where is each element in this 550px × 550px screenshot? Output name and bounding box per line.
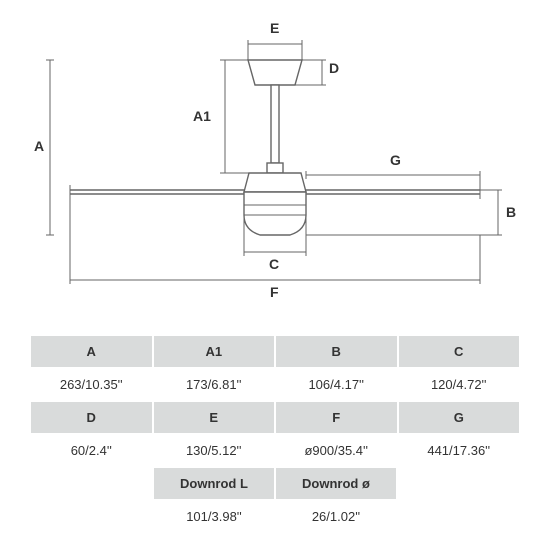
dim-B (306, 190, 502, 235)
col-header: Downrod ø (275, 467, 397, 500)
col-header: B (275, 335, 398, 368)
table-row: D E F G (30, 401, 520, 434)
label-D: D (329, 60, 339, 76)
table-row: A A1 B C (30, 335, 520, 368)
coupling (267, 163, 283, 173)
motor-body (244, 192, 306, 235)
label-B: B (506, 204, 516, 220)
cell-value: 120/4.72'' (398, 368, 521, 401)
cell-value: 441/17.36'' (398, 434, 521, 467)
label-E: E (270, 20, 279, 36)
cell-value: 106/4.17'' (275, 368, 398, 401)
label-A: A (34, 138, 44, 154)
label-C: C (269, 256, 279, 272)
fan-dimension-diagram: E D A1 A G B C F (30, 20, 520, 320)
label-F: F (270, 284, 279, 300)
col-header: A1 (153, 335, 276, 368)
cell-value: 173/6.81'' (153, 368, 276, 401)
downrod (271, 85, 279, 163)
label-A1: A1 (193, 108, 211, 124)
diagram-svg (30, 20, 520, 320)
table-row: 60/2.4'' 130/5.12'' ø900/35.4'' 441/17.3… (30, 434, 520, 467)
cell-value: 263/10.35'' (30, 368, 153, 401)
table-row: Downrod L Downrod ø (30, 467, 520, 500)
cell-value: 60/2.4'' (30, 434, 153, 467)
dim-E (248, 40, 302, 60)
col-header: G (398, 401, 521, 434)
cell-value: 26/1.02'' (275, 500, 397, 533)
cell-value: 101/3.98'' (153, 500, 275, 533)
canopy (248, 60, 302, 85)
cell-value: 130/5.12'' (153, 434, 276, 467)
table-row: 101/3.98'' 26/1.02'' (30, 500, 520, 533)
dim-A1 (220, 60, 249, 173)
col-header: A (30, 335, 153, 368)
col-header: Downrod L (153, 467, 275, 500)
motor-top (244, 173, 306, 192)
col-header: C (398, 335, 521, 368)
spec-table: A A1 B C 263/10.35'' 173/6.81'' 106/4.17… (30, 335, 520, 533)
cell-value: ø900/35.4'' (275, 434, 398, 467)
col-header: D (30, 401, 153, 434)
table-row: 263/10.35'' 173/6.81'' 106/4.17'' 120/4.… (30, 368, 520, 401)
label-G: G (390, 152, 401, 168)
dim-A (46, 60, 54, 235)
col-header: E (153, 401, 276, 434)
col-header: F (275, 401, 398, 434)
dim-G (306, 171, 480, 185)
